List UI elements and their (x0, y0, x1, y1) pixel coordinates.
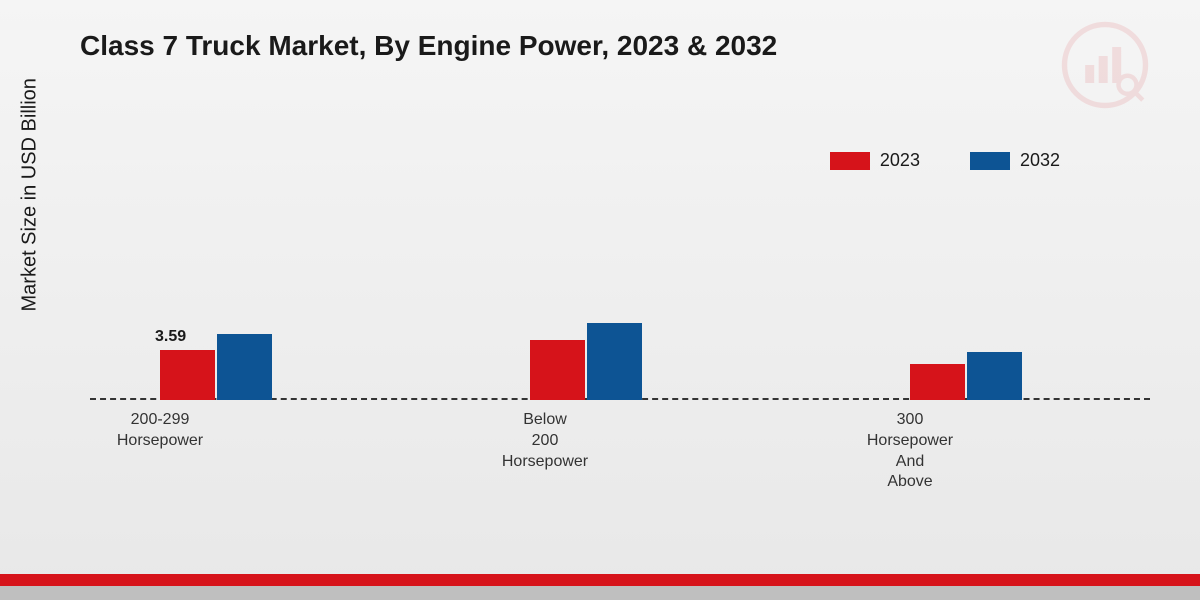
footer-bar-gray (0, 586, 1200, 600)
y-axis-label: Market Size in USD Billion (19, 78, 42, 311)
watermark-logo (1060, 20, 1150, 110)
bar (910, 364, 965, 400)
bar-group (530, 323, 642, 400)
bar (530, 340, 585, 400)
data-label: 3.59 (155, 328, 186, 346)
bar-group (910, 352, 1022, 400)
chart-area: 3.59 (90, 120, 1150, 400)
bar (967, 352, 1022, 400)
chart-title: Class 7 Truck Market, By Engine Power, 2… (80, 30, 777, 62)
bar (587, 323, 642, 400)
category-label: 300HorsepowerAndAbove (850, 410, 970, 493)
category-label: 200-299Horsepower (100, 410, 220, 452)
bar (217, 334, 272, 400)
category-label: Below200Horsepower (485, 410, 605, 472)
bar (160, 350, 215, 400)
footer-bar-red (0, 574, 1200, 586)
